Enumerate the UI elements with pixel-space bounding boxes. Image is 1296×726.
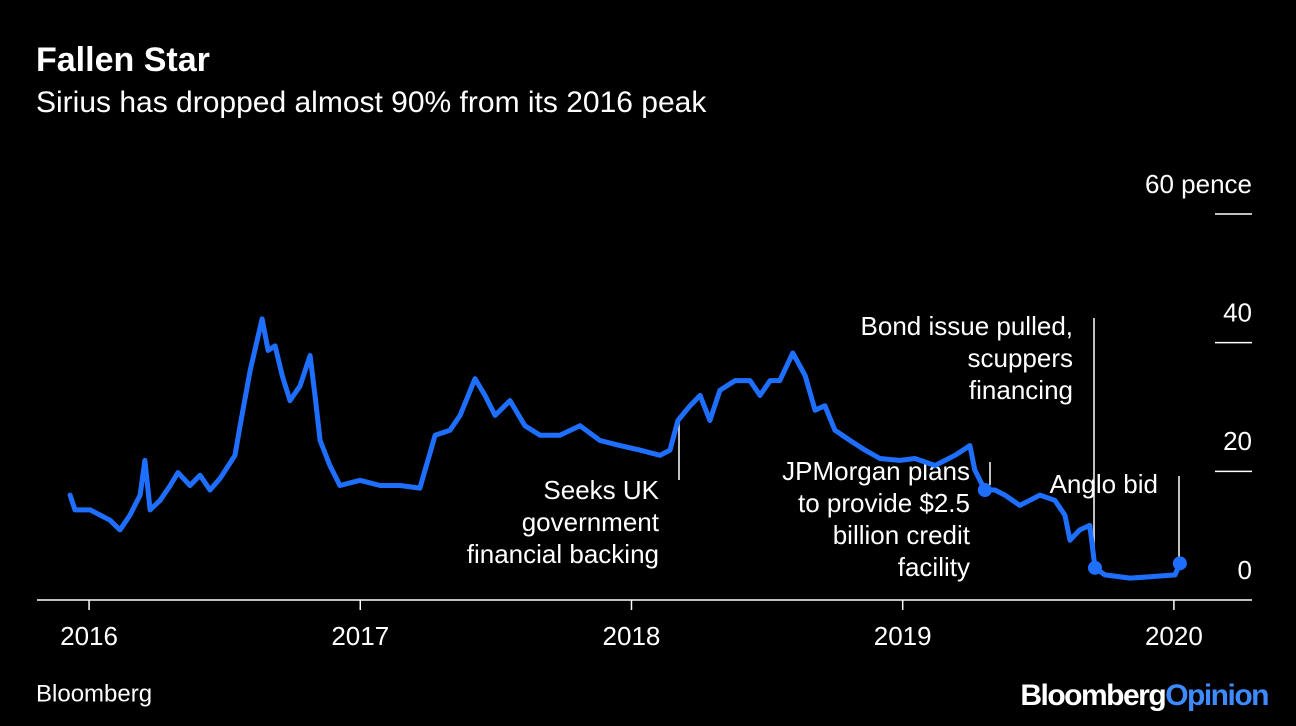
annotation-text: Bond issue pulled, — [861, 311, 1073, 341]
annotation-text: scuppers — [968, 343, 1074, 373]
x-tick-label: 2020 — [1145, 621, 1203, 651]
y-tick-label: 40 — [1223, 298, 1252, 328]
y-tick-label: 20 — [1223, 426, 1252, 456]
chart-subtitle: Sirius has dropped almost 90% from its 2… — [36, 86, 707, 119]
event-dot — [1172, 556, 1187, 571]
annotation-text: Seeks UK — [543, 475, 659, 505]
brand: BloombergOpinion — [1020, 679, 1268, 712]
annotation-text: billion credit — [833, 520, 971, 550]
brand-main: Bloomberg — [1020, 679, 1165, 712]
annotation-text: facility — [898, 552, 970, 582]
x-tick-label: 2017 — [331, 621, 389, 651]
x-tick-label: 2016 — [60, 621, 118, 651]
annotation-text: government — [522, 507, 660, 537]
annotation-text: financing — [969, 375, 1073, 405]
annotation-text: to provide $2.5 — [798, 488, 970, 518]
y-tick-label: 0 — [1238, 555, 1252, 585]
chart-title: Fallen Star — [36, 41, 210, 79]
event-dot — [1087, 560, 1102, 575]
event-dot — [977, 482, 992, 497]
annotation-text: Anglo bid — [1050, 469, 1158, 499]
x-tick-label: 2018 — [603, 621, 661, 651]
brand-opinion: Opinion — [1165, 679, 1268, 712]
source: Bloomberg — [36, 680, 152, 707]
annotation-text: financial backing — [467, 539, 659, 569]
y-tick-label: 60 pence — [1145, 169, 1252, 199]
x-tick-label: 2019 — [874, 621, 932, 651]
